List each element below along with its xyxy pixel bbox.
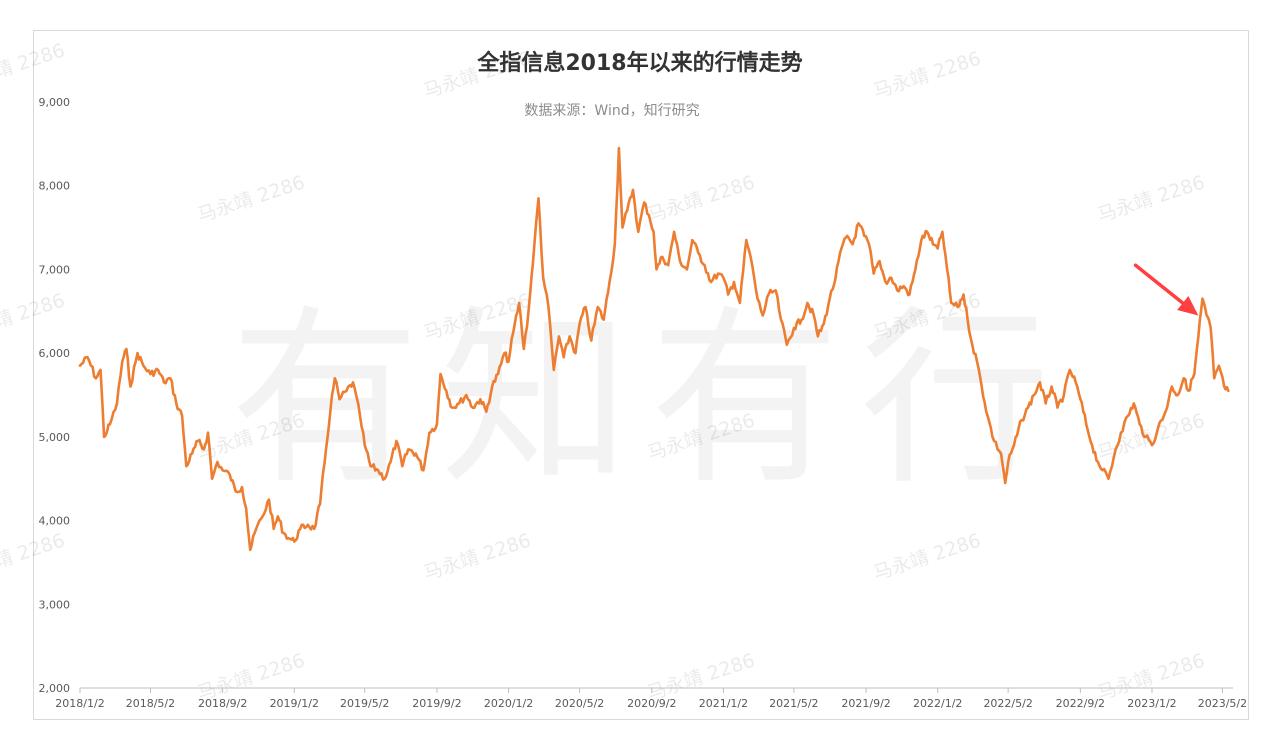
annotation-arrow-shaft (1133, 263, 1185, 305)
y-tick-label: 2,000 (39, 682, 71, 695)
annotation-arrow-head (1177, 295, 1199, 316)
y-tick-label: 8,000 (39, 180, 71, 193)
x-tick-label: 2023/5/2 (1198, 697, 1247, 710)
x-tick-label: 2023/1/2 (1127, 697, 1176, 710)
x-tick-label: 2018/9/2 (198, 697, 247, 710)
x-tick-label: 2019/9/2 (412, 697, 461, 710)
series-line (78, 146, 1230, 552)
x-tick-label: 2021/9/2 (841, 697, 890, 710)
y-tick-label: 6,000 (39, 347, 71, 360)
y-tick-label: 3,000 (39, 598, 71, 611)
chart-title: 全指信息2018年以来的行情走势 (476, 50, 802, 76)
x-tick-label: 2019/5/2 (340, 697, 389, 710)
x-tick-label: 2021/5/2 (769, 697, 818, 710)
annotation-layer (1133, 263, 1199, 316)
watermark-small: 马永靖 2286 (0, 289, 67, 344)
y-tick-label: 5,000 (39, 431, 71, 444)
x-tick-label: 2022/1/2 (913, 697, 962, 710)
x-tick-label: 2020/5/2 (555, 697, 604, 710)
watermark-small: 马永靖 2286 (645, 171, 758, 226)
series-layer (78, 146, 1230, 552)
x-tick-label: 2018/1/2 (55, 697, 104, 710)
x-tick-label: 2019/1/2 (270, 697, 319, 710)
chart-frame (33, 30, 1249, 720)
watermark-small: 马永靖 2286 (871, 529, 984, 584)
x-tick-label: 2022/5/2 (983, 697, 1032, 710)
watermark-small: 马永靖 2286 (0, 39, 67, 94)
y-tick-label: 9,000 (39, 96, 71, 109)
watermark-small: 马永靖 2286 (871, 47, 984, 102)
x-tick-label: 2021/1/2 (699, 697, 748, 710)
watermark-small: 马永靖 2286 (1095, 409, 1208, 464)
x-tick-label: 2022/9/2 (1056, 697, 1105, 710)
x-tick-label: 2020/9/2 (627, 697, 676, 710)
x-tick-label: 2020/1/2 (484, 697, 533, 710)
watermark-small: 马永靖 2286 (0, 529, 67, 584)
y-tick-label: 4,000 (39, 515, 71, 528)
y-tick-label: 7,000 (39, 263, 71, 276)
y-axis: 2,000 3,000 4,000 5,000 6,000 7,000 8,000 9,000 (39, 96, 71, 695)
x-axis: 2018/1/2 2018/5/2 2018/9/2 2019/1/2 2019/5/2… (55, 687, 1247, 710)
chart-subtitle: 数据来源：Wind，知行研究 (524, 102, 699, 119)
watermark-small: 马永靖 2286 (421, 529, 534, 584)
x-tick-label: 2018/5/2 (126, 697, 175, 710)
watermark-small: 马永靖 2286 (195, 171, 308, 226)
watermark-small: 马永靖 2286 (1095, 171, 1208, 226)
